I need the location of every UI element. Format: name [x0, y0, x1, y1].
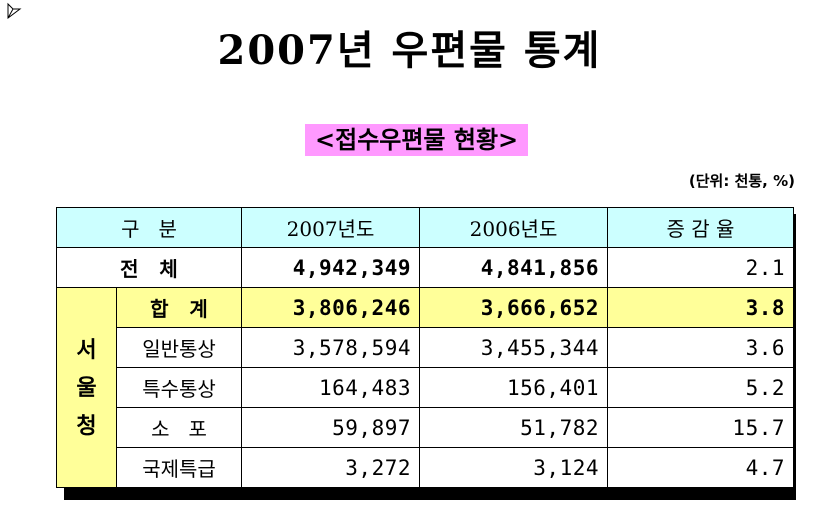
row-2007: 59,897 — [241, 407, 420, 448]
header-2007: 2007년도 — [241, 207, 420, 248]
row-2006: 3,124 — [419, 447, 608, 488]
header-row: 구 분 2007년도 2006년도 증 감 율 — [56, 207, 794, 248]
row-2007: 164,483 — [241, 367, 420, 408]
header-category: 구 분 — [56, 207, 242, 248]
table-subtitle: <접수우편물 현황> — [305, 124, 529, 156]
header-rate: 증 감 율 — [607, 207, 794, 248]
row-rate: 15.7 — [607, 407, 794, 448]
row-2006: 156,401 — [419, 367, 608, 408]
table-row: 소 포 59,897 51,782 15.7 — [56, 407, 794, 448]
page-title: 2007년 우편물 통계 — [217, 27, 602, 74]
unit-note: (단위: 천통, %) — [688, 172, 795, 190]
table-row: 국제특급 3,272 3,124 4.7 — [56, 447, 794, 488]
seoul-office-label: 서 울 청 — [56, 287, 117, 488]
table-row: 서 울 청 합 계 3,806,246 3,666,652 3.8 — [56, 287, 794, 488]
row-2006: 51,782 — [419, 407, 608, 448]
row-2006: 3,666,652 — [419, 287, 608, 328]
row-2007: 3,806,246 — [241, 287, 420, 328]
total-rate: 2.1 — [607, 247, 794, 288]
row-2007: 3,272 — [241, 447, 420, 488]
row-rate: 4.7 — [607, 447, 794, 488]
row-label: 국제특급 — [116, 447, 242, 488]
header-2006: 2006년도 — [419, 207, 608, 248]
mail-stats-table: 구 분 2007년도 2006년도 증 감 율 전 체 4,942,349 4,… — [56, 207, 794, 488]
row-rate: 3.6 — [607, 327, 794, 368]
row-rate: 5.2 — [607, 367, 794, 408]
total-row: 전 체 4,942,349 4,841,856 2.1 — [56, 247, 794, 288]
row-2006: 3,455,344 — [419, 327, 608, 368]
pointer-icon — [7, 2, 22, 19]
total-label: 전 체 — [56, 247, 242, 288]
row-label: 일반통상 — [116, 327, 242, 368]
row-rate: 3.8 — [607, 287, 794, 328]
row-label: 특수통상 — [116, 367, 242, 408]
total-2007: 4,942,349 — [241, 247, 420, 288]
row-label: 소 포 — [116, 407, 242, 448]
row-label: 합 계 — [116, 287, 242, 328]
table-row: 일반통상 3,578,594 3,455,344 3.6 — [56, 327, 794, 368]
row-2007: 3,578,594 — [241, 327, 420, 368]
total-2006: 4,841,856 — [419, 247, 608, 288]
table-row: 특수통상 164,483 156,401 5.2 — [56, 367, 794, 408]
